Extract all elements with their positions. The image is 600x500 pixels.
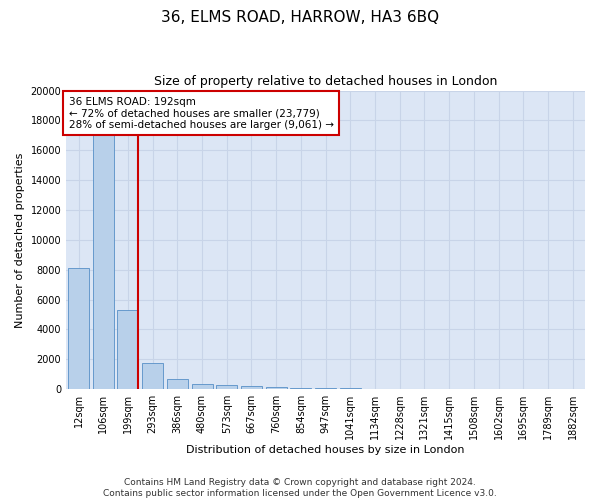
X-axis label: Distribution of detached houses by size in London: Distribution of detached houses by size …	[187, 445, 465, 455]
Bar	[266, 387, 287, 389]
Bar	[142, 363, 163, 389]
Bar	[340, 388, 361, 389]
Bar	[167, 378, 188, 389]
Bar	[216, 385, 237, 389]
Bar	[315, 388, 336, 389]
Title: Size of property relative to detached houses in London: Size of property relative to detached ho…	[154, 75, 497, 88]
Bar	[191, 384, 212, 389]
Bar	[68, 268, 89, 389]
Text: 36 ELMS ROAD: 192sqm
← 72% of detached houses are smaller (23,779)
28% of semi-d: 36 ELMS ROAD: 192sqm ← 72% of detached h…	[68, 96, 334, 130]
Text: Contains HM Land Registry data © Crown copyright and database right 2024.
Contai: Contains HM Land Registry data © Crown c…	[103, 478, 497, 498]
Bar	[241, 386, 262, 389]
Bar	[118, 310, 139, 389]
Bar	[93, 136, 114, 389]
Bar	[290, 388, 311, 389]
Y-axis label: Number of detached properties: Number of detached properties	[15, 152, 25, 328]
Text: 36, ELMS ROAD, HARROW, HA3 6BQ: 36, ELMS ROAD, HARROW, HA3 6BQ	[161, 10, 439, 25]
